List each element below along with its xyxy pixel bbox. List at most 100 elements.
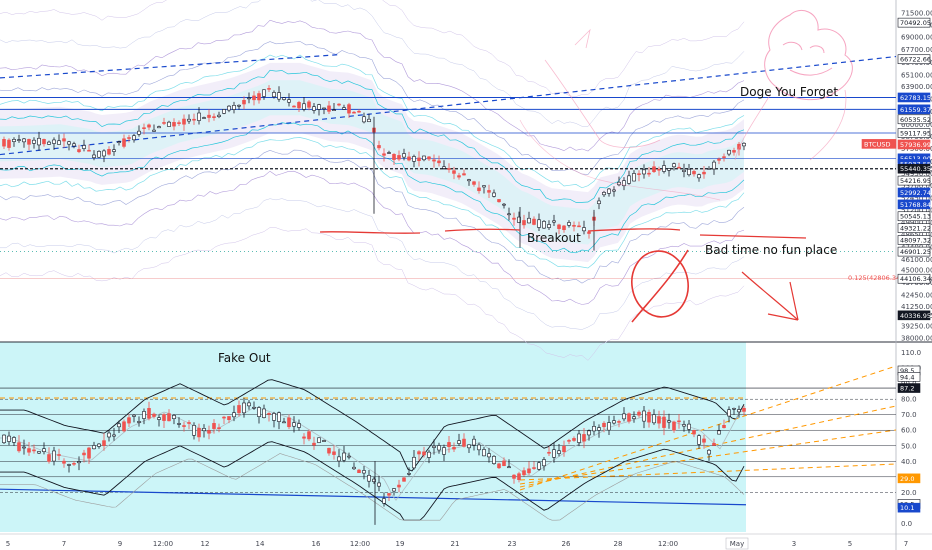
oscillator-highlight-zone <box>0 342 746 532</box>
time-tick-label: 7 <box>904 540 908 548</box>
candle-body <box>222 109 226 114</box>
osc-bar <box>492 456 496 464</box>
osc-bar <box>557 450 561 454</box>
osc-bar <box>277 412 281 422</box>
price-tick-label: 60000.00 <box>901 121 932 129</box>
osc-bar <box>57 454 61 456</box>
candle-body <box>492 192 496 197</box>
osc-bar <box>297 423 301 428</box>
candle-body <box>557 224 561 229</box>
price-tag <box>897 104 931 115</box>
price-tag <box>897 92 931 103</box>
osc-bar <box>47 454 51 462</box>
osc-bar <box>607 422 611 431</box>
osc-bar <box>727 409 731 417</box>
candle-body <box>27 139 31 145</box>
candle-body <box>647 172 651 175</box>
price-tag-label: 40336.95 <box>900 312 931 320</box>
price-tag <box>897 211 931 222</box>
price-tag <box>861 139 897 149</box>
candle-body <box>327 105 331 112</box>
envelope-line-8 <box>0 0 745 127</box>
price-tag-label: 60535.52 <box>900 116 931 124</box>
osc-bar <box>72 463 76 465</box>
osc-bar <box>497 463 501 469</box>
price-tag-label: 70492.05 <box>900 19 931 27</box>
time-tick-label: 19 <box>396 540 405 548</box>
drawing-support-3 <box>587 228 681 232</box>
candle-body <box>227 105 231 111</box>
candle-body <box>212 116 216 118</box>
candle-body <box>207 114 211 118</box>
osc-bar <box>597 427 601 431</box>
osc-bar <box>552 449 556 458</box>
price-tag-label: 50545.13 <box>900 213 931 221</box>
osc-bar <box>347 455 351 458</box>
osc-bar <box>362 470 366 474</box>
time-marker-box <box>725 537 749 550</box>
osc-bar <box>417 451 421 455</box>
price-tag-label: 52992.74 <box>900 189 931 197</box>
osc-bar <box>257 407 261 417</box>
osc-bar <box>232 412 236 418</box>
osc-bar <box>722 424 726 429</box>
candle-body <box>197 112 201 121</box>
osc-bar <box>682 424 686 427</box>
candle-body <box>187 118 191 122</box>
price-tag <box>897 128 931 138</box>
osc-bar <box>667 420 671 423</box>
osc-dotted-line <box>0 453 745 521</box>
drawing-arrow-shaft <box>741 271 799 321</box>
candle-body <box>577 225 581 228</box>
osc-trend-line <box>0 488 747 506</box>
osc-bar <box>507 466 511 469</box>
candle-body <box>282 97 286 100</box>
time-tick-label: 23 <box>508 540 517 548</box>
candle-body <box>622 180 626 187</box>
candle-body <box>682 169 686 172</box>
candle-body <box>237 104 241 107</box>
osc-bar <box>547 451 551 454</box>
price-tag <box>897 235 931 245</box>
candle-body <box>547 224 551 228</box>
candle-body <box>477 187 481 192</box>
candle-body <box>527 217 531 224</box>
osc-bar <box>237 405 241 414</box>
time-tick-label: 16 <box>312 540 321 548</box>
price-tick-label: 45000.00 <box>901 267 932 275</box>
osc-bar <box>242 402 246 414</box>
candle-body <box>662 165 666 172</box>
osc-bar <box>142 411 146 419</box>
osc-bar <box>227 416 231 421</box>
osc-bar <box>177 423 181 425</box>
candle-body <box>177 122 181 124</box>
osc-fan-line-1 <box>519 405 897 488</box>
osc-bar <box>377 482 381 487</box>
osc-bar <box>367 475 371 482</box>
price-tag-label: 44106.34 <box>900 275 931 283</box>
osc-tag-label: 98.5 <box>900 367 914 375</box>
candle-body <box>242 100 246 105</box>
osc-bar <box>157 417 161 420</box>
osc-bar <box>462 438 466 447</box>
osc-tag <box>897 383 921 393</box>
price-tag-label: 57936.99 <box>900 141 931 149</box>
candle-body <box>567 222 571 226</box>
osc-bar <box>562 446 566 453</box>
candle-body <box>512 217 516 220</box>
osc-bar <box>197 427 201 438</box>
candle-body <box>172 122 176 127</box>
price-tag <box>897 187 931 198</box>
candle-body <box>192 118 196 121</box>
osc-bar <box>282 421 286 424</box>
osc-bar <box>402 477 406 482</box>
time-tick-label: 7 <box>62 540 66 548</box>
candle-body <box>552 220 556 223</box>
osc-tick-label: 60.0 <box>901 427 917 435</box>
osc-tick-label: 110.0 <box>901 349 921 357</box>
osc-bar <box>442 447 446 455</box>
price-tag-label: 56513.90 <box>900 155 931 163</box>
osc-bar <box>87 447 91 459</box>
osc-bar <box>427 451 431 458</box>
